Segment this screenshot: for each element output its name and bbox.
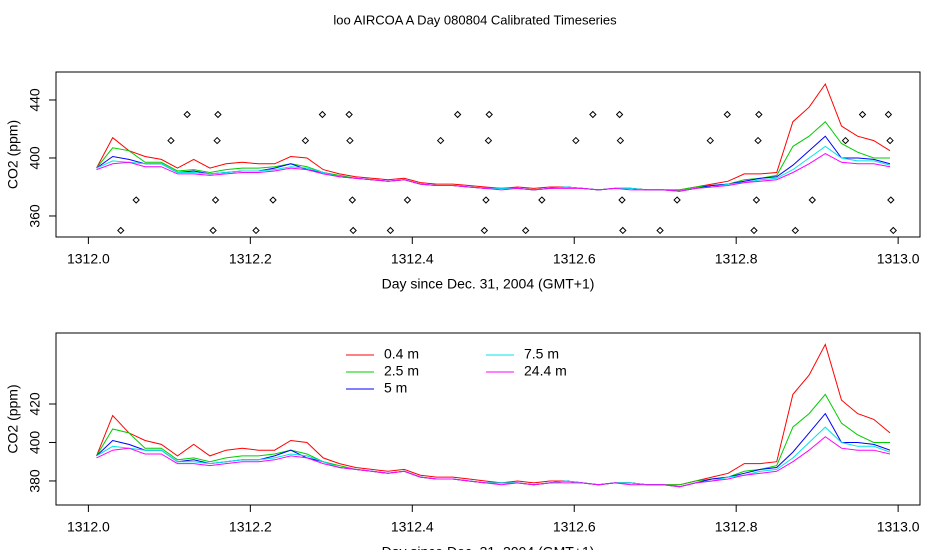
x-axis-label: Day since Dec. 31, 2004 (GMT+1) — [382, 276, 595, 292]
y-axis-label: CO2 (ppm) — [5, 384, 21, 453]
flag-point — [706, 136, 714, 145]
series-line — [96, 343, 891, 486]
flag-point — [755, 110, 763, 119]
flag-point — [886, 136, 894, 145]
plot-box — [55, 71, 921, 238]
y-axis-label: CO2 (ppm) — [5, 120, 21, 189]
series-line — [96, 393, 890, 486]
flag-point — [656, 226, 664, 235]
flag-point — [345, 110, 353, 119]
legend-label: 2.5 m — [384, 363, 419, 379]
flag-point — [673, 196, 681, 204]
x-tick-label: 1312.8 — [715, 519, 758, 535]
flag-point — [858, 110, 867, 119]
flag-point — [117, 226, 125, 235]
flag-point — [209, 226, 217, 235]
flag-point — [808, 196, 817, 204]
flag-point — [183, 110, 191, 119]
series-line — [96, 120, 890, 191]
flag-point — [750, 226, 758, 235]
legend-label: 0.4 m — [384, 346, 419, 362]
series-line — [96, 426, 891, 488]
x-tick-label: 1312.4 — [391, 519, 434, 535]
x-tick-label: 1312.2 — [229, 251, 272, 267]
flag-point — [754, 136, 762, 145]
flag-point — [889, 226, 897, 235]
x-tick-label: 1312.6 — [553, 251, 596, 267]
flag-point — [723, 110, 731, 119]
chart-title: loo AIRCOA A Day 080804 Calibrated Times… — [333, 12, 617, 27]
y-tick-label: 400 — [27, 431, 43, 455]
flag-point — [269, 196, 277, 204]
flag-point — [752, 196, 761, 204]
series-line — [96, 135, 891, 192]
x-tick-label: 1313.0 — [877, 519, 920, 535]
x-tick-label: 1312.8 — [715, 251, 758, 267]
y-tick-label: 400 — [27, 146, 43, 170]
y-tick-label: 360 — [27, 204, 43, 228]
legend-label: 5 m — [384, 380, 407, 396]
flag-point — [318, 110, 327, 119]
flag-point — [572, 136, 580, 145]
y-tick-label: 420 — [27, 392, 43, 416]
series-line — [96, 436, 891, 488]
legend-label: 7.5 m — [524, 346, 559, 362]
flag-point — [884, 110, 893, 119]
flag-point — [538, 196, 546, 204]
x-tick-label: 1312.6 — [553, 519, 596, 535]
flag-point — [887, 196, 895, 204]
y-tick-label: 440 — [27, 88, 43, 112]
flag-point — [589, 110, 597, 119]
flag-point — [214, 110, 222, 119]
x-tick-label: 1312.4 — [391, 251, 434, 267]
series-line — [96, 153, 891, 192]
flag-point — [211, 196, 220, 204]
flag-point — [485, 110, 493, 119]
flag-point — [403, 196, 412, 204]
flag-point — [615, 110, 624, 119]
x-tick-label: 1312.2 — [229, 519, 272, 535]
flag-point — [791, 226, 800, 235]
flag-point — [132, 196, 140, 204]
flag-point — [480, 226, 489, 235]
flag-point — [841, 136, 850, 145]
flag-point — [386, 226, 395, 235]
flag-point — [484, 136, 493, 145]
x-axis-label: Day since Dec. 31, 2004 (GMT+1) — [382, 544, 595, 550]
legend-label: 24.4 m — [524, 363, 567, 379]
series-line — [96, 412, 891, 488]
flag-point — [349, 226, 357, 235]
plot-box — [55, 332, 921, 506]
series-line — [96, 145, 891, 192]
flag-point — [521, 226, 530, 235]
flag-point — [252, 226, 260, 235]
flag-point — [167, 136, 175, 145]
x-tick-label: 1312.0 — [67, 519, 110, 535]
x-tick-label: 1312.0 — [67, 251, 110, 267]
flag-point — [453, 110, 462, 119]
flag-point — [436, 136, 445, 145]
series-line — [96, 82, 891, 191]
flag-point — [618, 196, 626, 204]
flag-point — [616, 136, 625, 145]
x-tick-label: 1313.0 — [877, 251, 920, 267]
flag-point — [213, 136, 221, 145]
flag-point — [619, 226, 627, 235]
flag-point — [482, 196, 490, 204]
flag-point — [346, 136, 354, 145]
flag-point — [348, 196, 357, 204]
y-tick-label: 380 — [27, 469, 43, 493]
flag-point — [301, 136, 310, 145]
